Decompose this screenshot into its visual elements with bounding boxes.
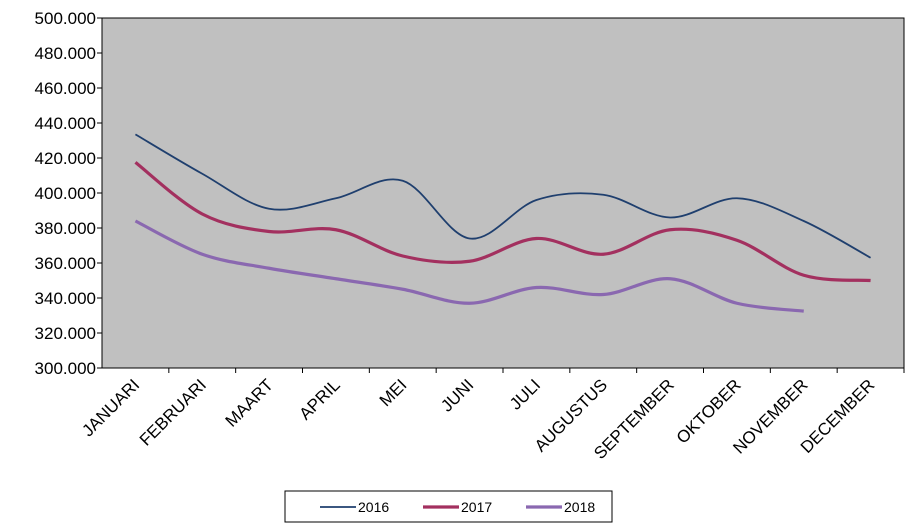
- y-tick-label: 420.000: [35, 149, 96, 168]
- x-tick-label: MAART: [222, 375, 277, 430]
- x-tick-label: APRIL: [296, 375, 344, 423]
- x-tick-label: FEBRUARI: [136, 375, 210, 449]
- y-tick-label: 360.000: [35, 254, 96, 273]
- y-tick-label: 340.000: [35, 289, 96, 308]
- y-tick-label: 320.000: [35, 324, 96, 343]
- x-tick-label: JUNI: [437, 375, 477, 415]
- y-tick-label: 400.000: [35, 184, 96, 203]
- x-tick-label: JANUARI: [78, 375, 143, 440]
- x-tick-label: JULI: [506, 375, 544, 413]
- y-tick-label: 440.000: [35, 114, 96, 133]
- series-line: [134, 219, 804, 313]
- y-tick-label: 500.000: [35, 9, 96, 28]
- legend-label: 2018: [564, 499, 595, 515]
- y-tick-label: 300.000: [35, 359, 96, 378]
- y-tick-label: 480.000: [35, 44, 96, 63]
- legend-label: 2016: [358, 499, 389, 515]
- legend-label: 2017: [461, 499, 492, 515]
- series-line: [134, 133, 872, 259]
- x-tick-label: OKTOBER: [673, 375, 745, 447]
- plot-area: [101, 17, 905, 369]
- y-tick-label: 380.000: [35, 219, 96, 238]
- series-line: [134, 161, 871, 283]
- x-tick-label: MEI: [376, 375, 411, 410]
- y-tick-label: 460.000: [35, 79, 96, 98]
